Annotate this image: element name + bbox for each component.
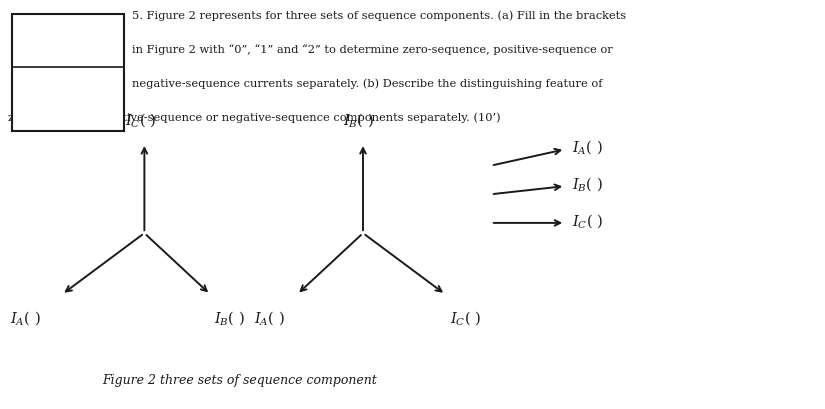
Text: $\mathit{I}_{A}$( ): $\mathit{I}_{A}$( ) bbox=[572, 138, 602, 156]
Text: negative-sequence currents separately. (b) Describe the distinguishing feature o: negative-sequence currents separately. (… bbox=[132, 78, 602, 89]
Text: in Figure 2 with “0”, “1” and “2” to determine zero-sequence, positive-sequence : in Figure 2 with “0”, “1” and “2” to det… bbox=[132, 44, 613, 55]
Text: 5. Figure 2 represents for three sets of sequence components. (a) Fill in the br: 5. Figure 2 represents for three sets of… bbox=[132, 10, 626, 21]
Text: $\mathit{I}_{C}$( ): $\mathit{I}_{C}$( ) bbox=[450, 309, 481, 327]
Text: $\mathit{I}_{A}$( ): $\mathit{I}_{A}$( ) bbox=[11, 309, 41, 327]
Text: $\mathit{I}_{B}$( ): $\mathit{I}_{B}$( ) bbox=[214, 309, 245, 327]
Text: Figure 2 three sets of sequence component: Figure 2 three sets of sequence componen… bbox=[101, 373, 377, 387]
Bar bbox=[12, 14, 124, 131]
Text: $\mathit{I}_{B}$( ): $\mathit{I}_{B}$( ) bbox=[343, 111, 375, 129]
Text: $\mathit{I}_{A}$( ): $\mathit{I}_{A}$( ) bbox=[254, 309, 285, 327]
Text: $\mathit{I}_{C}$( ): $\mathit{I}_{C}$( ) bbox=[125, 111, 156, 129]
Text: Score: Score bbox=[49, 34, 87, 47]
Text: $\mathit{I}_{B}$( ): $\mathit{I}_{B}$( ) bbox=[572, 175, 602, 193]
Text: zero-sequence, positive-sequence or negative-sequence components separately. (10: zero-sequence, positive-sequence or nega… bbox=[8, 112, 501, 123]
Text: $\mathit{I}_{C}$( ): $\mathit{I}_{C}$( ) bbox=[572, 212, 603, 230]
